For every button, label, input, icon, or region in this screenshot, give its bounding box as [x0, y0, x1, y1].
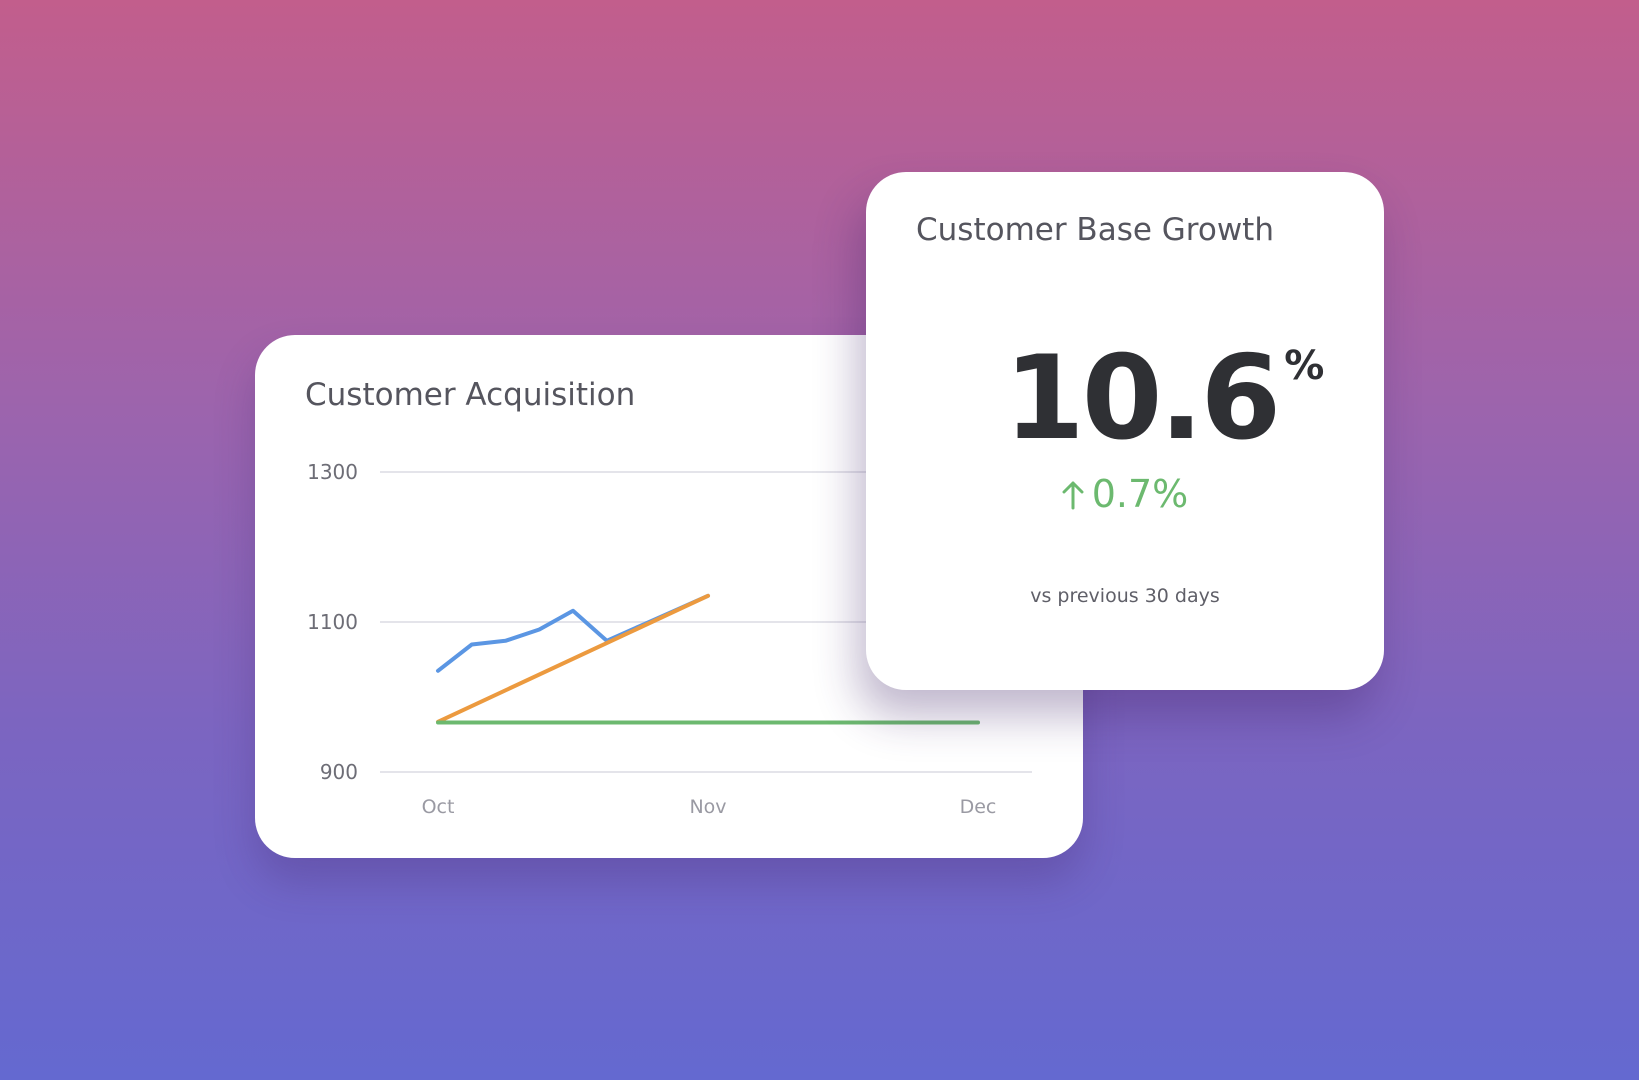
y-tick-label: 900	[320, 760, 358, 784]
customer-base-growth-card: Customer Base Growth 10.6% 0.7% vs previ…	[866, 172, 1384, 690]
growth-metric: 10.6%	[1004, 331, 1325, 466]
arrow-up-icon	[1062, 481, 1084, 510]
customer-acquisition-chart: 1300 1100 900 Oct Nov Dec	[307, 460, 1032, 818]
chart-x-ticks: Oct Nov Dec	[422, 796, 997, 818]
comparison-period-label: vs previous 30 days	[1030, 585, 1220, 607]
x-tick-label: Dec	[960, 796, 997, 818]
growth-unit: %	[1284, 343, 1325, 389]
x-tick-label: Oct	[422, 796, 455, 818]
y-tick-label: 1300	[307, 460, 358, 484]
growth-value: 10.6	[1004, 331, 1281, 466]
growth-delta: 0.7%	[866, 472, 1384, 516]
growth-delta-value: 0.7%	[1091, 472, 1189, 516]
customer-base-growth-title: Customer Base Growth	[916, 212, 1274, 248]
series-line-orange	[436, 593, 710, 724]
customer-acquisition-title: Customer Acquisition	[305, 377, 636, 413]
y-tick-label: 1100	[307, 610, 358, 634]
chart-y-ticks: 1300 1100 900	[307, 460, 358, 784]
x-tick-label: Nov	[689, 796, 726, 818]
chart-series	[436, 593, 980, 725]
